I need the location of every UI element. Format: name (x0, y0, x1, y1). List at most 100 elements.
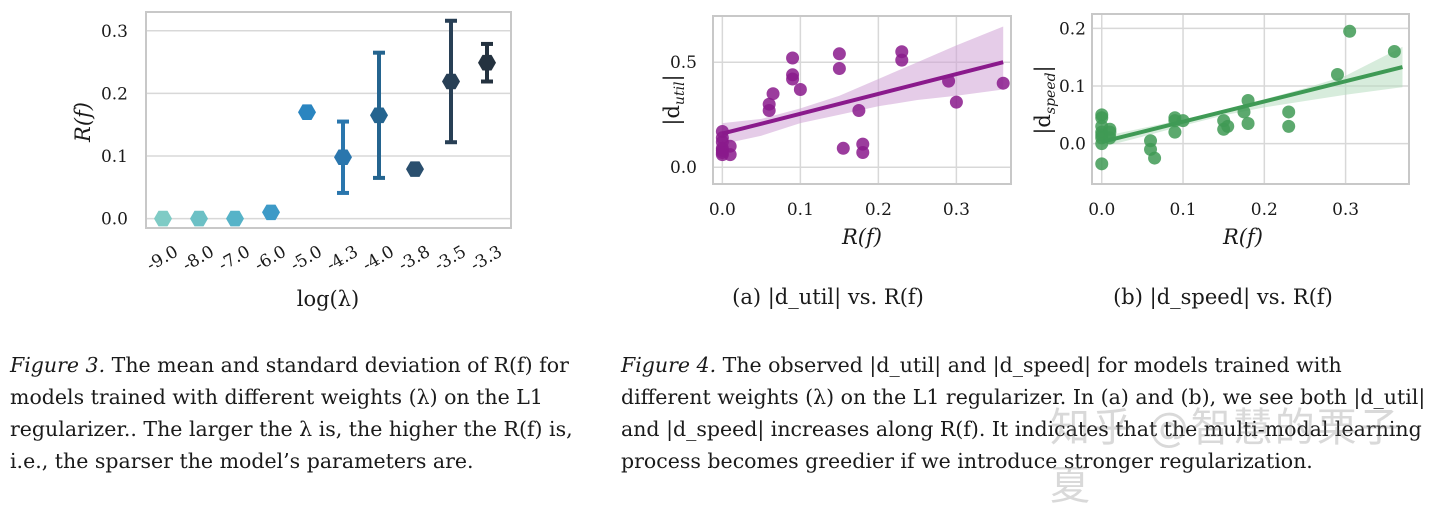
fig4a-point (762, 104, 776, 117)
fig4a-ylabel: |dutil| (660, 74, 688, 125)
fig4a-regression-line (721, 60, 1004, 136)
fig3-xtick-label: -6.0 (251, 242, 289, 276)
fig3-mean-point-9 (478, 54, 496, 71)
fig3-mean-point-5 (334, 149, 352, 165)
fig3-xtick-label: -9.0 (143, 242, 181, 276)
fig4a-point (836, 141, 850, 155)
fig4b-point (1148, 151, 1162, 165)
fig4b-point (1282, 119, 1296, 133)
fig3-xtick-label: -4.0 (359, 242, 397, 276)
fig4a-point (856, 146, 870, 159)
fig3-mean-point-2 (226, 210, 244, 227)
fig4b-yticks: 0.0 0.1 0.2 (1059, 19, 1086, 154)
fig4a-point (949, 95, 963, 109)
fig4b-regression-line (1101, 65, 1403, 144)
figure-3-errorbar-chart: 0.0 0.1 0.2 0.3 -9.0-8.0-7.0-6.0-5.0-4.3-4.… (71, 11, 512, 311)
fig3-xlabel: log(λ) (297, 287, 360, 311)
figure-3-caption-label: Figure 3. (10, 353, 106, 377)
fig3-xtick-label: -7.0 (215, 242, 253, 276)
fig3-marks (154, 18, 496, 227)
fig3-mean-point-1 (190, 210, 208, 227)
fig4b-xtick-label: 0.2 (1251, 200, 1278, 220)
fig4b-ytick-label: 0.0 (1059, 135, 1086, 155)
fig4a-ylabel-sub: util (672, 81, 688, 105)
fig4a-xticks: 0.0 0.1 0.2 0.3 (709, 200, 970, 220)
fig3-xtick-label: -3.5 (431, 242, 469, 276)
fig4a-fit-line (721, 60, 1004, 136)
fig3-ytick-label: 0.0 (101, 210, 128, 230)
fig3-mean-point-3 (262, 204, 280, 221)
fig4a-yticks: 0.0 0.5 (670, 53, 697, 178)
fig4b-point (1343, 24, 1357, 38)
fig4a-subcaption: (a) |d_util| vs. R(f) (732, 285, 924, 310)
fig4b-ylabel-sub: speed (1043, 72, 1059, 114)
fig4a-xtick-label: 0.3 (943, 200, 970, 220)
fig3-ylabel: R(f) (71, 102, 95, 143)
fig4a-point (766, 87, 780, 101)
fig4b-ylabel: |dspeed| (1031, 65, 1059, 134)
fig3-xtick-label: -5.0 (287, 242, 325, 276)
fig4b-point (1282, 105, 1296, 119)
fig4b-plot-frame (1091, 13, 1410, 185)
fig3-ytick-label: 0.3 (101, 22, 128, 42)
fig4a-point (895, 53, 909, 67)
figure-4-caption-text: The observed |d_util| and |d_speed| for … (621, 353, 1426, 473)
fig3-xticks: -9.0-8.0-7.0-6.0-5.0-4.3-4.0-3.8-3.5-3.3 (143, 242, 505, 276)
fig4b-fit-line (1101, 65, 1403, 144)
fig4a-band-area (722, 26, 1004, 145)
fig4b-xticks: 0.0 0.1 0.2 0.3 (1088, 200, 1359, 220)
fig4a-confidence-band (722, 26, 1004, 145)
fig3-xtick-label: -8.0 (179, 242, 217, 276)
fig4b-point (1330, 68, 1344, 82)
fig3-plot-frame (145, 11, 512, 229)
figure-4a-scatter-chart: 0.0 0.5 0.0 0.1 0.2 0.3 |dutil| R(f) (a) |d_… (660, 15, 1012, 310)
fig4a-xlabel: R(f) (841, 225, 882, 249)
figure-3-caption: Figure 3. The mean and standard deviatio… (10, 349, 595, 477)
fig3-xtick-label: -4.3 (323, 242, 361, 276)
fig4b-xtick-label: 0.3 (1332, 200, 1359, 220)
fig4a-point (786, 72, 800, 86)
fig4a-xtick-label: 0.1 (787, 200, 814, 220)
fig4b-subcaption: (b) |d_speed| vs. R(f) (1113, 285, 1333, 310)
fig4a-point (996, 76, 1010, 90)
figure-4-caption-label: Figure 4. (621, 353, 717, 377)
fig3-mean-point-7 (406, 161, 424, 177)
fig4a-ytick-label: 0.0 (670, 158, 697, 178)
fig4a-ylabel-base: |d (660, 105, 685, 126)
fig4b-points (1095, 24, 1401, 171)
fig4b-point (1221, 119, 1235, 133)
fig3-mean-point-6 (370, 107, 388, 124)
figure-3-caption-text: The mean and standard deviation of R(f) … (10, 353, 573, 473)
fig4a-point (832, 62, 846, 75)
fig4b-xtick-label: 0.1 (1170, 200, 1197, 220)
fig4b-point (1168, 125, 1182, 139)
fig4a-plot-frame (712, 15, 1012, 185)
fig4b-ytick-label: 0.2 (1059, 19, 1086, 39)
fig4a-xtick-label: 0.0 (709, 200, 736, 220)
fig3-grid (146, 30, 511, 220)
fig3-mean-point-8 (442, 73, 460, 90)
fig3-mean-point-0 (154, 210, 172, 227)
figure-4-caption: Figure 4. The observed |d_util| and |d_s… (621, 349, 1436, 477)
fig4a-point (832, 47, 846, 61)
fig4a-point (793, 83, 807, 96)
fig4a-point (723, 148, 737, 162)
fig4b-xlabel: R(f) (1222, 225, 1263, 249)
fig4b-ytick-label: 0.1 (1059, 77, 1086, 97)
fig3-ytick-label: 0.1 (101, 147, 128, 167)
fig4b-ylabel-base: |d (1031, 114, 1056, 135)
fig3-ytick-label: 0.2 (101, 84, 128, 104)
fig4b-point (1387, 44, 1401, 58)
fig4b-xtick-label: 0.0 (1088, 200, 1115, 220)
fig4a-xtick-label: 0.2 (865, 200, 892, 220)
fig4a-point (852, 104, 866, 117)
fig4b-ylabel-bar: | (1031, 65, 1056, 72)
fig4b-point (1095, 157, 1109, 171)
fig3-mean-point-4 (298, 104, 316, 120)
fig4a-ylabel-bar: | (660, 74, 685, 81)
fig4b-point (1241, 116, 1255, 130)
fig4a-point (786, 51, 800, 65)
fig4a-ytick-label: 0.5 (670, 53, 697, 73)
fig3-xtick-label: -3.8 (395, 242, 433, 276)
fig3-yticks: 0.0 0.1 0.2 0.3 (101, 22, 128, 230)
